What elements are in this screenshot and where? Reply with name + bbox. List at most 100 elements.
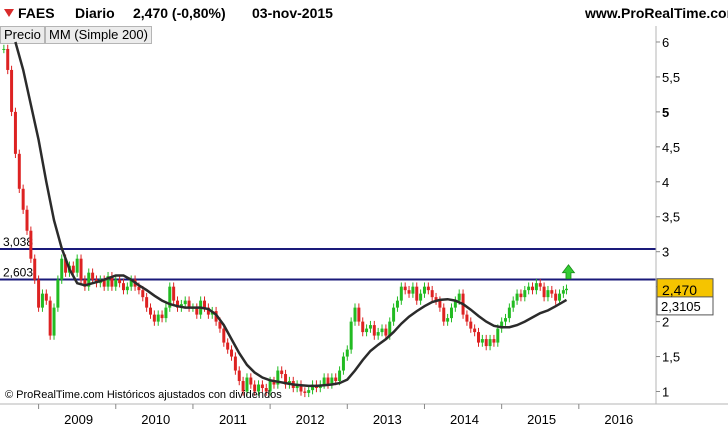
candle-body bbox=[546, 290, 550, 298]
candle-body bbox=[118, 279, 122, 284]
candle-body bbox=[507, 307, 511, 319]
candle-body bbox=[260, 384, 264, 389]
candle-body bbox=[233, 356, 237, 371]
candle-body bbox=[380, 328, 384, 333]
candle-body bbox=[75, 258, 79, 273]
x-tick-label: 2016 bbox=[604, 412, 633, 427]
y-tick-label: 4 bbox=[662, 175, 669, 190]
candle-body bbox=[558, 293, 562, 301]
candle-body bbox=[338, 370, 342, 382]
candle-body bbox=[442, 307, 446, 322]
x-tick-label: 2012 bbox=[296, 412, 325, 427]
legend-price[interactable]: Precio bbox=[0, 26, 45, 44]
candle-body bbox=[399, 286, 403, 301]
y-tick-label: 5 bbox=[662, 105, 669, 120]
candle-body bbox=[13, 111, 17, 154]
candle-body bbox=[430, 290, 434, 298]
candle-body bbox=[102, 279, 106, 287]
candle-body bbox=[145, 297, 149, 308]
candle-body bbox=[25, 209, 29, 231]
candle-body bbox=[176, 300, 180, 308]
candle-body bbox=[230, 349, 234, 357]
candle-body bbox=[542, 286, 546, 298]
ticker-symbol-label: FAES bbox=[4, 5, 55, 21]
candle-body bbox=[465, 314, 469, 322]
y-tick-label: 5,5 bbox=[662, 70, 680, 85]
candle-body bbox=[106, 276, 110, 287]
candle-body bbox=[500, 321, 504, 329]
candle-body bbox=[511, 300, 515, 308]
candle-body bbox=[168, 286, 172, 308]
y-tick-label: 4,5 bbox=[662, 140, 680, 155]
candle-body bbox=[48, 300, 52, 336]
legend-moving-average[interactable]: MM (Simple 200) bbox=[45, 26, 152, 44]
candle-body bbox=[195, 307, 199, 315]
last-ma-box bbox=[656, 296, 714, 316]
candle-body bbox=[392, 307, 396, 322]
candle-body bbox=[137, 286, 141, 291]
candle-body bbox=[160, 314, 164, 319]
candle-body bbox=[515, 293, 519, 301]
candle-body bbox=[17, 153, 21, 189]
candle-body bbox=[29, 230, 33, 259]
candle-body bbox=[172, 286, 176, 301]
candle-body bbox=[504, 318, 508, 322]
candle-body bbox=[87, 272, 91, 287]
x-tick-label: 2011 bbox=[219, 412, 247, 427]
candle-body bbox=[206, 307, 210, 315]
candle-body bbox=[330, 377, 334, 385]
candle-body bbox=[365, 328, 369, 333]
candle-body bbox=[164, 307, 168, 319]
candle-body bbox=[272, 381, 276, 385]
candle-body bbox=[357, 307, 361, 322]
down-arrow-icon bbox=[4, 9, 14, 17]
x-tick-label: 2013 bbox=[373, 412, 402, 427]
candle-body bbox=[469, 321, 473, 329]
candle-body bbox=[2, 48, 6, 50]
candle-body bbox=[257, 384, 261, 392]
y-tick-label: 3,5 bbox=[662, 210, 680, 225]
candle-body bbox=[187, 300, 191, 308]
candle-body bbox=[345, 349, 349, 357]
x-tick-label: 2010 bbox=[141, 412, 170, 427]
candle-body bbox=[56, 279, 60, 308]
candle-body bbox=[534, 283, 538, 291]
site-label: www.ProRealTime.com bbox=[585, 5, 728, 21]
chart-header: FAES Diario 2,470 (-0,80%) 03-nov-2015 w… bbox=[0, 0, 728, 26]
candle-body bbox=[91, 272, 95, 280]
candle-body bbox=[334, 377, 338, 382]
candle-body bbox=[376, 332, 380, 336]
last-price-label: 2,470 bbox=[662, 282, 697, 298]
moving-average-line bbox=[14, 41, 568, 388]
candle-body bbox=[21, 188, 25, 210]
candle-body bbox=[457, 293, 461, 301]
candle-body bbox=[488, 339, 492, 347]
candle-body bbox=[71, 265, 75, 273]
candle-body bbox=[10, 69, 14, 112]
ticker-symbol: FAES bbox=[18, 5, 55, 21]
candle-body bbox=[554, 293, 558, 301]
candle-body bbox=[311, 384, 315, 391]
candle-body bbox=[64, 258, 68, 273]
candle-body bbox=[129, 279, 133, 287]
candle-body bbox=[83, 279, 87, 287]
candle-body bbox=[476, 332, 480, 343]
x-tick-label: 2009 bbox=[64, 412, 93, 427]
candle-body bbox=[326, 377, 330, 385]
candle-body bbox=[496, 328, 500, 343]
candle-body bbox=[368, 325, 372, 329]
candle-body bbox=[422, 286, 426, 294]
period-label: Diario bbox=[75, 5, 115, 21]
candle-body bbox=[307, 390, 311, 393]
candle-body bbox=[141, 290, 145, 298]
candle-body bbox=[276, 370, 280, 385]
candle-body bbox=[44, 293, 48, 301]
candle-body bbox=[438, 300, 442, 308]
candle-body bbox=[523, 290, 527, 298]
candle-body bbox=[434, 297, 438, 301]
candle-body bbox=[446, 318, 450, 322]
plot-area: 3,038 2,603 bbox=[0, 41, 656, 398]
